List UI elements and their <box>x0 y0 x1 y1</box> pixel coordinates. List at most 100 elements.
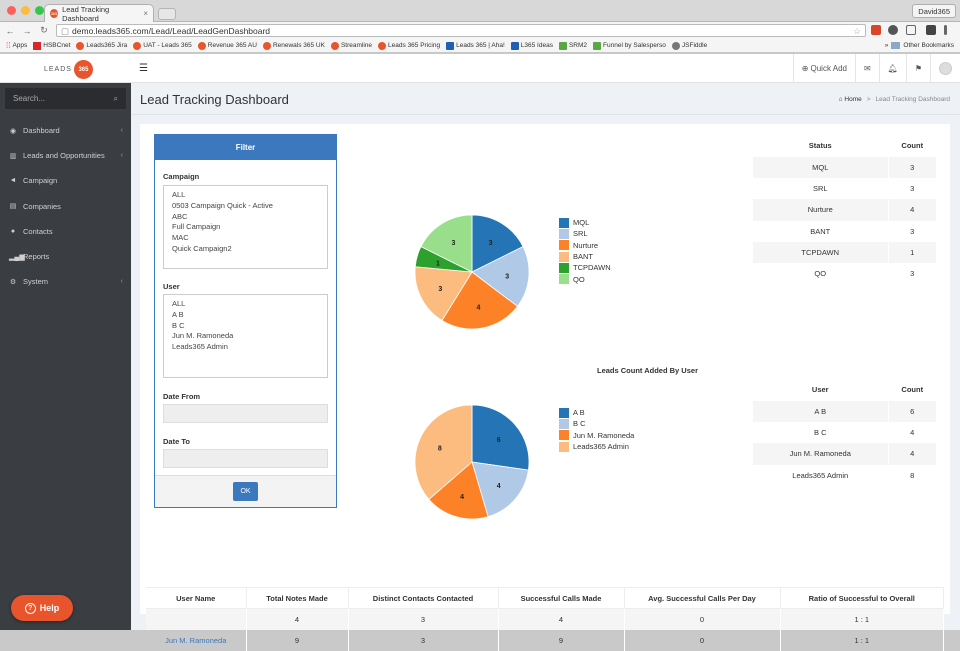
bookmark-renewals[interactable]: Renewals 365 UK <box>262 41 325 50</box>
minimize-window-button[interactable] <box>21 6 30 15</box>
campaign-option[interactable]: ALL <box>172 190 186 199</box>
pie-slice-label: 4 <box>460 494 464 501</box>
user-option[interactable]: Leads365 Admin <box>172 342 228 352</box>
pie-slice[interactable] <box>420 214 473 273</box>
sidebar-item-contacts[interactable]: ● Contacts <box>0 219 131 244</box>
extension-icon[interactable] <box>871 25 881 35</box>
sidebar-search-input[interactable]: Search... ⌕ <box>5 88 126 109</box>
date-from-label: Date From <box>163 392 201 401</box>
more-bookmarks-icon[interactable]: » <box>884 42 889 49</box>
tab-favicon-icon: 365 <box>50 9 59 18</box>
browser-tab[interactable]: 365 Lead Tracking Dashboard × <box>44 4 154 23</box>
user-option[interactable]: ALL <box>172 299 186 308</box>
menu-toggle-icon[interactable]: ☰ <box>139 63 148 74</box>
sidebar-item-reports[interactable]: ▂▄▆ Reports <box>0 244 131 269</box>
envelope-icon[interactable]: ✉ <box>854 54 879 83</box>
distinct-contacts-cell: 3 <box>348 608 499 630</box>
search-icon[interactable]: ⌕ <box>113 94 118 103</box>
maximize-window-button[interactable] <box>35 6 44 15</box>
date-to-input[interactable] <box>163 449 328 468</box>
campaign-listbox[interactable]: ALL 0503 Campaign Quick - Active ABC Ful… <box>163 185 328 269</box>
forward-arrow-icon[interactable]: → <box>22 25 32 36</box>
bookmark-aha[interactable]: Leads 365 | Aha! <box>446 41 505 50</box>
browser-profile-button[interactable]: David365 <box>912 4 956 18</box>
user-option[interactable]: B C <box>172 320 185 330</box>
table-row: Jun M. Ramoneda 9 3 9 0 1 : 1 <box>146 629 944 651</box>
pie-slice[interactable] <box>414 404 473 500</box>
user-option[interactable]: Jun M. Ramoneda <box>172 331 234 341</box>
bookmark-pricing[interactable]: Leads 365 Pricing <box>378 41 440 50</box>
bookmark-uat[interactable]: UAT - Leads 365 <box>133 41 192 50</box>
campaign-option[interactable]: ABC <box>172 211 188 221</box>
tab-close-icon[interactable]: × <box>143 9 148 18</box>
bookmark-apps[interactable]: ⁞⁞ Apps <box>6 41 27 50</box>
cogs-icon: ⚙ <box>9 278 17 286</box>
campaign-option[interactable]: 0503 Campaign Quick - Active <box>172 200 273 210</box>
bookmark-label: Streamline <box>340 42 373 49</box>
pie-slice[interactable] <box>471 214 524 273</box>
new-tab-button[interactable] <box>158 8 176 20</box>
user-avatar-button[interactable] <box>930 54 960 83</box>
ok-button[interactable]: OK <box>233 482 258 501</box>
bookmark-star-icon[interactable]: ☆ <box>853 25 861 36</box>
extension-icon[interactable] <box>926 25 936 35</box>
reload-icon[interactable]: ↻ <box>40 25 48 35</box>
legend-swatch <box>559 274 569 285</box>
count-cell: 3 <box>888 220 937 242</box>
sidebar-item-companies[interactable]: ▤ Companies <box>0 194 131 219</box>
user-name-cell[interactable]: Jun M. Ramoneda <box>146 629 247 651</box>
bookmark-leads365-jira[interactable]: Leads365 Jira <box>76 41 127 50</box>
pie-slice[interactable] <box>441 271 519 330</box>
sidebar-item-dashboard[interactable]: ◉ Dashboard ‹ <box>0 118 131 143</box>
extension-icon[interactable] <box>888 25 898 35</box>
other-bookmarks[interactable]: » Other Bookmarks <box>885 42 954 49</box>
pie-slice[interactable] <box>471 404 530 471</box>
bell-icon[interactable]: 🔔︎ <box>878 54 906 83</box>
campaign-option[interactable]: MAC <box>172 233 189 243</box>
cast-icon[interactable] <box>906 25 916 35</box>
user-option[interactable]: A B <box>172 309 184 319</box>
bookmark-revenue[interactable]: Revenue 365 AU <box>197 41 257 50</box>
sidebar-item-campaign[interactable]: ◄ Campaign <box>0 168 131 193</box>
help-button[interactable]: ? Help <box>11 595 73 621</box>
back-arrow-icon[interactable]: ← <box>5 25 15 36</box>
legend-item: TCPDAWN <box>559 262 611 273</box>
bookmark-srm2[interactable]: SRM2 <box>558 41 588 50</box>
quick-add-button[interactable]: ⊕ Quick Add <box>792 54 855 83</box>
count-cell: 6 <box>888 401 937 423</box>
status-cell: SRL <box>753 178 889 200</box>
sidebar-item-label: Reports <box>23 252 50 262</box>
question-icon: ? <box>24 602 36 614</box>
bookmark-ideas[interactable]: L365 Ideas <box>510 41 553 50</box>
home-icon: ⌂ <box>838 96 843 103</box>
legend-item: MQL <box>559 217 611 228</box>
address-bar[interactable]: ▢ demo.leads365.com/Lead/Lead/LeadGenDas… <box>56 24 866 37</box>
date-from-input[interactable] <box>163 404 328 423</box>
status-row: SRL 3 <box>753 178 937 200</box>
pie-slice[interactable] <box>471 461 529 518</box>
bookmark-jsfiddle[interactable]: JSFiddle <box>671 41 707 50</box>
bookmark-label: SRM2 <box>568 42 588 49</box>
leads365-icon <box>330 41 339 50</box>
pie-slice[interactable] <box>471 246 530 307</box>
close-window-button[interactable] <box>7 6 16 15</box>
sidebar-item-leads-and-opportunities[interactable]: ▥ Leads and Opportunities ‹ <box>0 143 131 168</box>
pie-slice[interactable] <box>414 266 473 322</box>
pie-slice[interactable] <box>428 461 489 520</box>
campaign-option[interactable]: Quick Campaign2 <box>172 243 232 253</box>
status-row: MQL 3 <box>753 157 937 179</box>
campaign-option[interactable]: Full Campaign <box>172 222 221 232</box>
legend-label: Nurture <box>573 240 599 250</box>
legend-item: QO <box>559 273 611 285</box>
flag-icon[interactable]: ⚑ <box>905 54 930 83</box>
bookmark-funnel[interactable]: Funnel by Salesperso <box>593 41 666 50</box>
sidebar-item-system[interactable]: ⚙ System ‹ <box>0 269 131 294</box>
chrome-menu-icon[interactable] <box>944 25 947 35</box>
bookmark-streamline[interactable]: Streamline <box>330 41 373 50</box>
app-logo[interactable]: LEADS 365 <box>44 60 93 79</box>
bookmark-hsbcnet[interactable]: HSBCnet <box>33 41 70 50</box>
campaign-label: Campaign <box>163 172 200 181</box>
user-listbox[interactable]: ALL A B B C Jun M. Ramoneda Leads365 Adm… <box>163 294 328 378</box>
breadcrumb-home[interactable]: ⌂ Home <box>839 96 862 103</box>
